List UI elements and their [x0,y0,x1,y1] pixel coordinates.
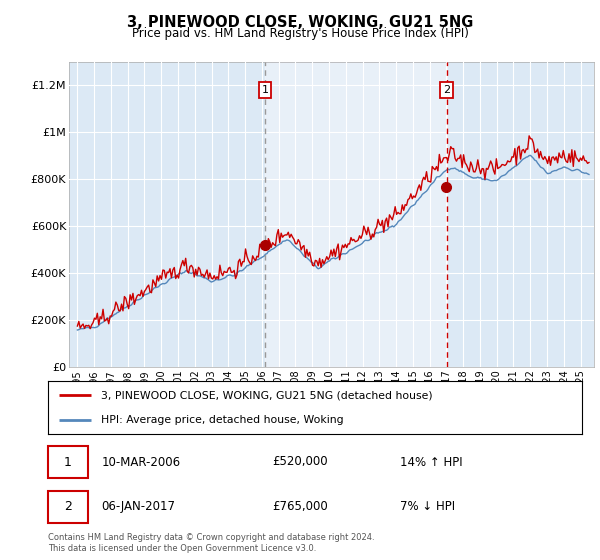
Text: 06-JAN-2017: 06-JAN-2017 [101,500,175,514]
Text: 3, PINEWOOD CLOSE, WOKING, GU21 5NG (detached house): 3, PINEWOOD CLOSE, WOKING, GU21 5NG (det… [101,390,433,400]
Text: Price paid vs. HM Land Registry's House Price Index (HPI): Price paid vs. HM Land Registry's House … [131,27,469,40]
Text: 3, PINEWOOD CLOSE, WOKING, GU21 5NG: 3, PINEWOOD CLOSE, WOKING, GU21 5NG [127,15,473,30]
Text: 1: 1 [64,455,71,469]
Text: 1: 1 [262,85,269,95]
Text: 14% ↑ HPI: 14% ↑ HPI [400,455,463,469]
Bar [265,62,447,367]
Text: £520,000: £520,000 [272,455,328,469]
Text: Contains HM Land Registry data © Crown copyright and database right 2024.
This d: Contains HM Land Registry data © Crown c… [48,533,374,553]
Text: HPI: Average price, detached house, Woking: HPI: Average price, detached house, Woki… [101,414,344,424]
Text: £765,000: £765,000 [272,500,328,514]
Text: 7% ↓ HPI: 7% ↓ HPI [400,500,455,514]
Text: 2: 2 [443,85,450,95]
FancyBboxPatch shape [48,446,88,478]
Text: 10-MAR-2006: 10-MAR-2006 [101,455,181,469]
Text: 2: 2 [64,500,71,514]
FancyBboxPatch shape [48,491,88,523]
